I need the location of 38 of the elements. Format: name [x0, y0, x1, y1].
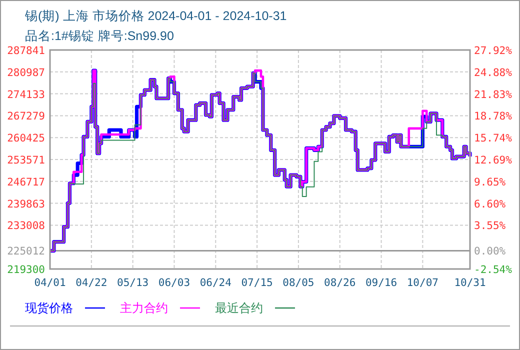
- y2-tick-label: 3.55%: [474, 220, 506, 232]
- y2-tick-label: 0.00%: [474, 246, 506, 258]
- legend-label: 主力合约: [120, 301, 168, 315]
- legend-label: 现货价格: [25, 301, 73, 315]
- y2-tick-label: 15.74%: [474, 132, 513, 145]
- x-tick-label: 08/26: [324, 277, 356, 289]
- y2-tick-label: 18.78%: [474, 110, 513, 123]
- y-tick-label: 287841: [7, 45, 45, 57]
- y2-tick-label: 27.92%: [474, 45, 513, 57]
- y-tick-label: 225012: [7, 246, 45, 258]
- x-tick-label: 07/15: [241, 277, 273, 289]
- y-tick-label: 274133: [7, 88, 45, 101]
- y-tick-label: 239863: [7, 198, 45, 210]
- y2-tick-label: 6.60%: [474, 198, 506, 210]
- chart-subtitle: 品名:1#锡锭 牌号:Sn99.90: [25, 29, 174, 43]
- y-tick-label: 233008: [7, 220, 45, 232]
- x-tick-label: 06/24: [200, 277, 232, 289]
- legend-label: 最近合约: [215, 301, 263, 315]
- y-tick-label: 253571: [7, 154, 45, 166]
- x-tick-label: 10/31: [454, 277, 486, 289]
- x-tick-label: 05/13: [117, 277, 149, 289]
- y2-tick-label: 21.83%: [474, 88, 513, 101]
- chart-title: 锡(期) 上海 市场价格 2024-04-01 - 2024-10-31: [24, 9, 287, 23]
- x-tick-label: 04/22: [76, 277, 108, 289]
- y2-tick-label: 24.88%: [474, 66, 513, 79]
- x-tick-label: 09/16: [365, 277, 398, 289]
- y-tick-label: 267279: [7, 110, 45, 123]
- y2-tick-label: 9.65%: [474, 176, 506, 188]
- y-tick-label: 280987: [7, 66, 45, 79]
- y2-tick-label: -2.54%: [474, 264, 513, 276]
- y-tick-label: 260425: [7, 132, 45, 145]
- x-tick-label: 08/05: [282, 277, 314, 289]
- x-tick-label: 10/07: [406, 277, 438, 289]
- y2-tick-label: 12.69%: [474, 154, 513, 166]
- y-tick-label: 246717: [7, 176, 45, 188]
- x-tick-label: 04/01: [34, 277, 66, 289]
- y-tick-label: 219300: [7, 264, 45, 276]
- x-tick-label: 06/03: [158, 277, 190, 289]
